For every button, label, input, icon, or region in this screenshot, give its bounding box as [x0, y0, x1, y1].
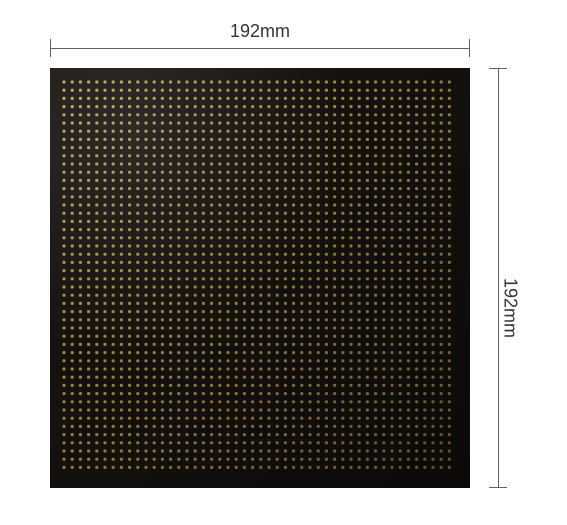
dimension-tick-width-left	[50, 39, 51, 57]
dimension-tick-height-bottom	[489, 487, 507, 488]
led-panel	[50, 68, 470, 488]
dimension-label-height: 192mm	[500, 278, 521, 338]
dimension-tick-height-top	[489, 68, 507, 69]
dimension-line-width-line	[50, 48, 470, 49]
dimension-label-width: 192mm	[230, 21, 290, 42]
diagram-stage: 192mm 192mm	[0, 0, 567, 525]
dimension-tick-width-right	[469, 39, 470, 57]
led-panel-dots	[50, 68, 470, 488]
